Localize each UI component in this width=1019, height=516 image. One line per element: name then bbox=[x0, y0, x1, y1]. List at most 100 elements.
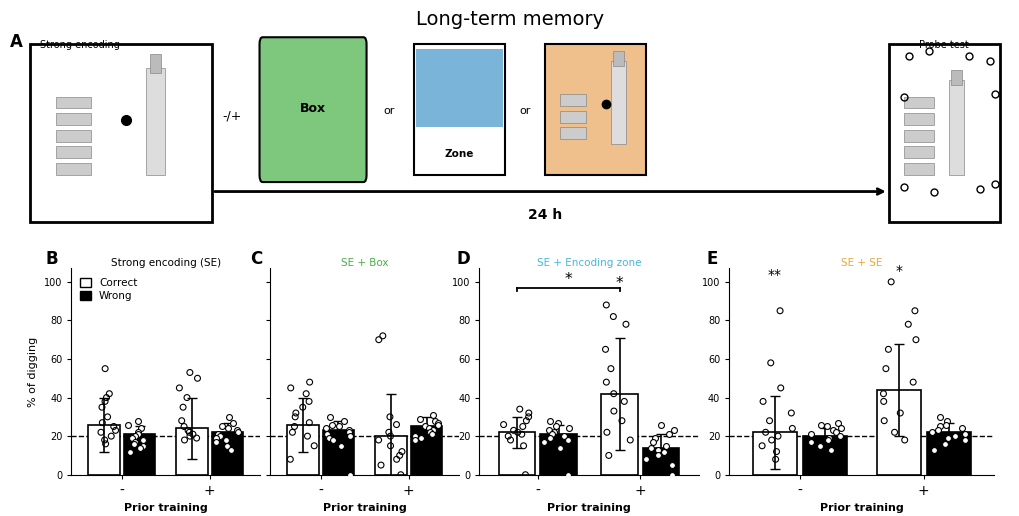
Point bbox=[382, 432, 398, 440]
Point bbox=[175, 423, 192, 431]
Point bbox=[124, 434, 141, 442]
Point bbox=[760, 416, 776, 425]
Point bbox=[286, 413, 303, 421]
Point bbox=[766, 455, 783, 463]
Point bbox=[644, 438, 660, 446]
Point bbox=[341, 432, 358, 440]
Point bbox=[518, 416, 534, 425]
Point bbox=[97, 436, 113, 444]
Point bbox=[224, 418, 240, 427]
Point bbox=[212, 432, 228, 440]
Point bbox=[784, 424, 800, 432]
Point bbox=[559, 471, 576, 479]
FancyBboxPatch shape bbox=[259, 37, 366, 182]
Point bbox=[663, 471, 680, 479]
Point bbox=[512, 405, 528, 413]
Point bbox=[502, 436, 519, 444]
Point bbox=[388, 421, 405, 429]
Point bbox=[622, 436, 638, 444]
Bar bbox=[875, 390, 920, 475]
Point bbox=[306, 442, 322, 450]
Point bbox=[877, 364, 894, 373]
Bar bbox=[802, 436, 847, 475]
Point bbox=[208, 438, 224, 446]
Point bbox=[907, 335, 923, 344]
Bar bbox=[559, 127, 585, 139]
Point bbox=[321, 413, 337, 421]
Bar bbox=[612, 52, 623, 66]
Point bbox=[514, 430, 530, 438]
Point bbox=[393, 447, 410, 456]
Point bbox=[340, 428, 357, 437]
Point bbox=[132, 424, 149, 432]
Point bbox=[510, 428, 526, 437]
Text: *: * bbox=[615, 277, 623, 292]
Point bbox=[318, 430, 334, 438]
Point bbox=[97, 397, 113, 406]
Point bbox=[229, 426, 246, 434]
Point bbox=[906, 307, 922, 315]
Title: SE + Encoding zone: SE + Encoding zone bbox=[536, 257, 641, 267]
Text: 24 h: 24 h bbox=[528, 208, 561, 222]
Point bbox=[332, 442, 348, 450]
Point bbox=[119, 421, 136, 429]
Point bbox=[331, 423, 347, 431]
Bar bbox=[375, 436, 407, 475]
Point bbox=[597, 301, 613, 309]
Point bbox=[879, 345, 896, 353]
Y-axis label: % of digging: % of digging bbox=[29, 336, 39, 407]
Point bbox=[370, 335, 386, 344]
Point bbox=[382, 442, 398, 450]
Point bbox=[753, 442, 769, 450]
Point bbox=[190, 374, 206, 382]
Point bbox=[767, 447, 784, 456]
Point bbox=[101, 390, 117, 398]
Point bbox=[340, 426, 357, 434]
Point bbox=[956, 436, 972, 444]
Point bbox=[412, 415, 428, 423]
Point bbox=[210, 430, 226, 438]
Point bbox=[287, 409, 304, 417]
Point bbox=[373, 461, 389, 469]
Point bbox=[181, 432, 198, 440]
Title: SE + SE: SE + SE bbox=[841, 257, 881, 267]
Point bbox=[220, 413, 236, 421]
Point bbox=[407, 436, 423, 444]
Point bbox=[832, 432, 848, 440]
Point bbox=[824, 426, 841, 434]
Text: B: B bbox=[46, 250, 58, 268]
Point bbox=[605, 390, 622, 398]
Bar bbox=[600, 394, 637, 475]
Point bbox=[896, 436, 912, 444]
Text: C: C bbox=[250, 250, 262, 268]
Point bbox=[956, 430, 972, 438]
FancyBboxPatch shape bbox=[545, 44, 646, 175]
Text: Box: Box bbox=[300, 102, 326, 115]
Point bbox=[618, 320, 634, 328]
Point bbox=[223, 445, 239, 454]
Text: or: or bbox=[519, 106, 530, 116]
Point bbox=[179, 426, 196, 434]
Point bbox=[424, 430, 440, 438]
Point bbox=[218, 442, 234, 450]
Point bbox=[324, 436, 340, 444]
Point bbox=[882, 278, 899, 286]
Point bbox=[660, 430, 677, 438]
Bar bbox=[176, 428, 208, 475]
Point bbox=[294, 403, 311, 411]
Point bbox=[655, 447, 672, 456]
Point bbox=[336, 416, 353, 425]
Point bbox=[833, 424, 849, 432]
Bar bbox=[498, 432, 535, 475]
Point bbox=[536, 438, 552, 446]
Point bbox=[925, 445, 942, 454]
Bar bbox=[88, 425, 119, 475]
X-axis label: Prior training: Prior training bbox=[546, 503, 631, 513]
Point bbox=[892, 409, 908, 417]
Point bbox=[931, 413, 948, 421]
Point bbox=[208, 434, 224, 442]
Bar bbox=[752, 432, 796, 475]
Point bbox=[129, 428, 146, 437]
Legend: Correct, Wrong: Correct, Wrong bbox=[81, 278, 138, 301]
Point bbox=[652, 421, 668, 429]
